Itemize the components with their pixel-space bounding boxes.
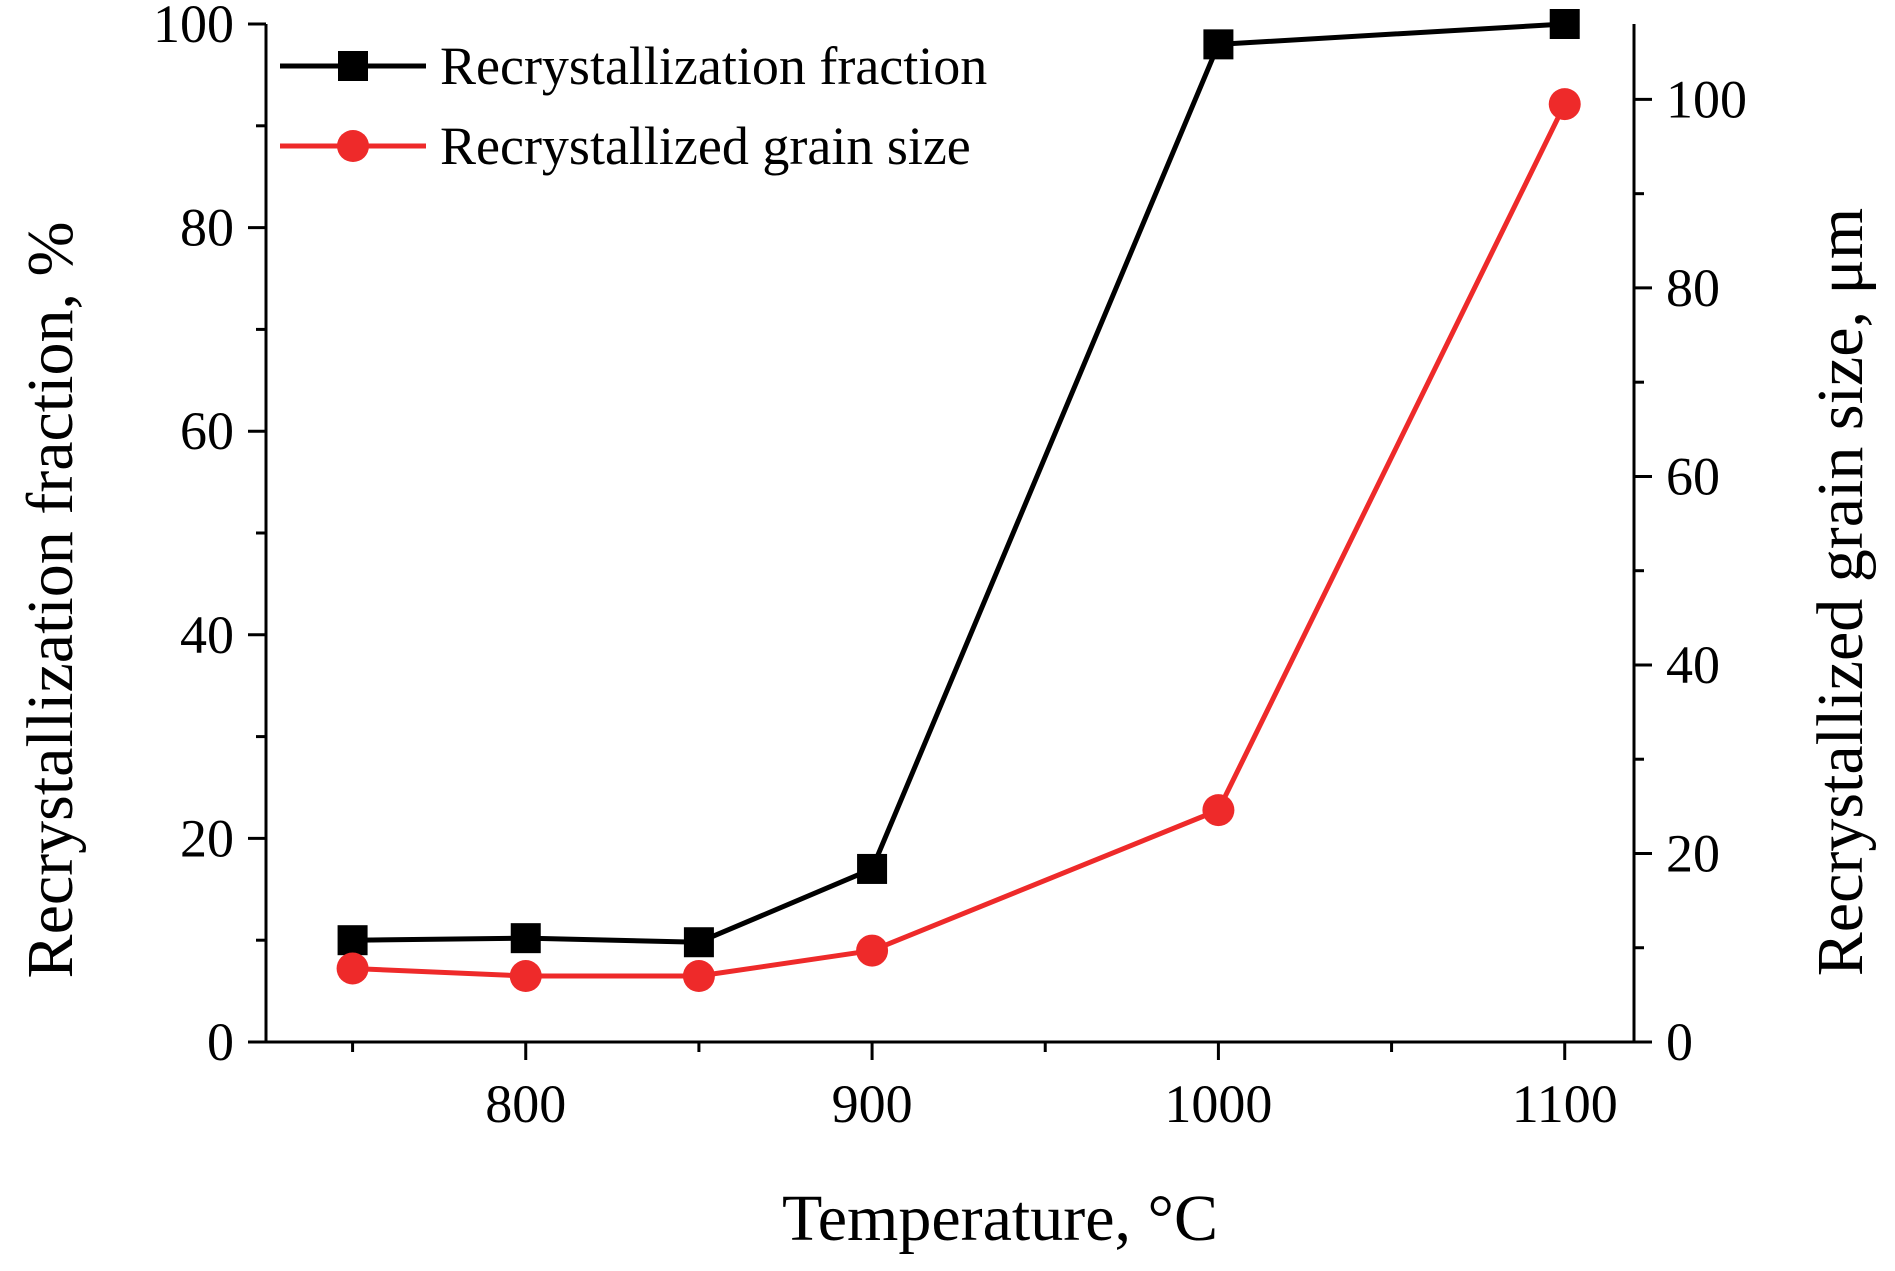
x-axis-title: Temperature, °C <box>782 1182 1218 1255</box>
legend-item: Recrystallized grain size <box>280 116 971 176</box>
data-point <box>1203 29 1234 60</box>
x-tick-label: 900 <box>832 1074 913 1134</box>
data-point <box>683 927 714 958</box>
y-right-tick-label: 60 <box>1666 446 1720 506</box>
y-left-tick-label: 80 <box>180 198 234 258</box>
data-point <box>509 960 542 993</box>
y-right-axis-title: Recrystallized grain size, μm <box>1804 208 1877 976</box>
y-right-tick-label: 20 <box>1666 823 1720 883</box>
data-point <box>857 853 888 884</box>
y-right-tick-label: 100 <box>1666 69 1747 129</box>
y-left-tick-label: 0 <box>207 1012 234 1072</box>
y-right-tick-label: 40 <box>1666 635 1720 695</box>
data-point <box>510 923 541 954</box>
y-right-tick-label: 80 <box>1666 258 1720 318</box>
y-left-tick-label: 60 <box>180 401 234 461</box>
y-left-tick-label: 20 <box>180 808 234 868</box>
series-line <box>352 21 1565 945</box>
y-right-tick-label: 0 <box>1666 1012 1693 1072</box>
x-tick-label: 1100 <box>1512 1074 1618 1134</box>
series-recrystallization-fraction <box>337 9 1580 958</box>
data-point <box>1549 9 1580 39</box>
data-point <box>682 960 715 993</box>
legend-marker <box>338 51 368 81</box>
data-point <box>336 952 369 985</box>
series-line <box>352 103 1567 979</box>
data-point <box>337 925 368 956</box>
legend-label: Recrystallization fraction <box>440 36 987 96</box>
legend-item: Recrystallization fraction <box>280 36 987 96</box>
y-left-axis-title: Recrystallization fraction, % <box>14 222 87 979</box>
data-point <box>1548 88 1581 121</box>
legend-label: Recrystallized grain size <box>440 116 971 176</box>
data-point <box>1202 794 1235 827</box>
y-left-tick-label: 100 <box>153 0 234 54</box>
data-point <box>856 934 889 967</box>
series-grain-size <box>336 88 1581 993</box>
x-tick-label: 1000 <box>1164 1074 1272 1134</box>
y-left-tick-label: 40 <box>180 605 234 665</box>
legend-marker <box>337 130 369 162</box>
x-tick-label: 800 <box>485 1074 566 1134</box>
